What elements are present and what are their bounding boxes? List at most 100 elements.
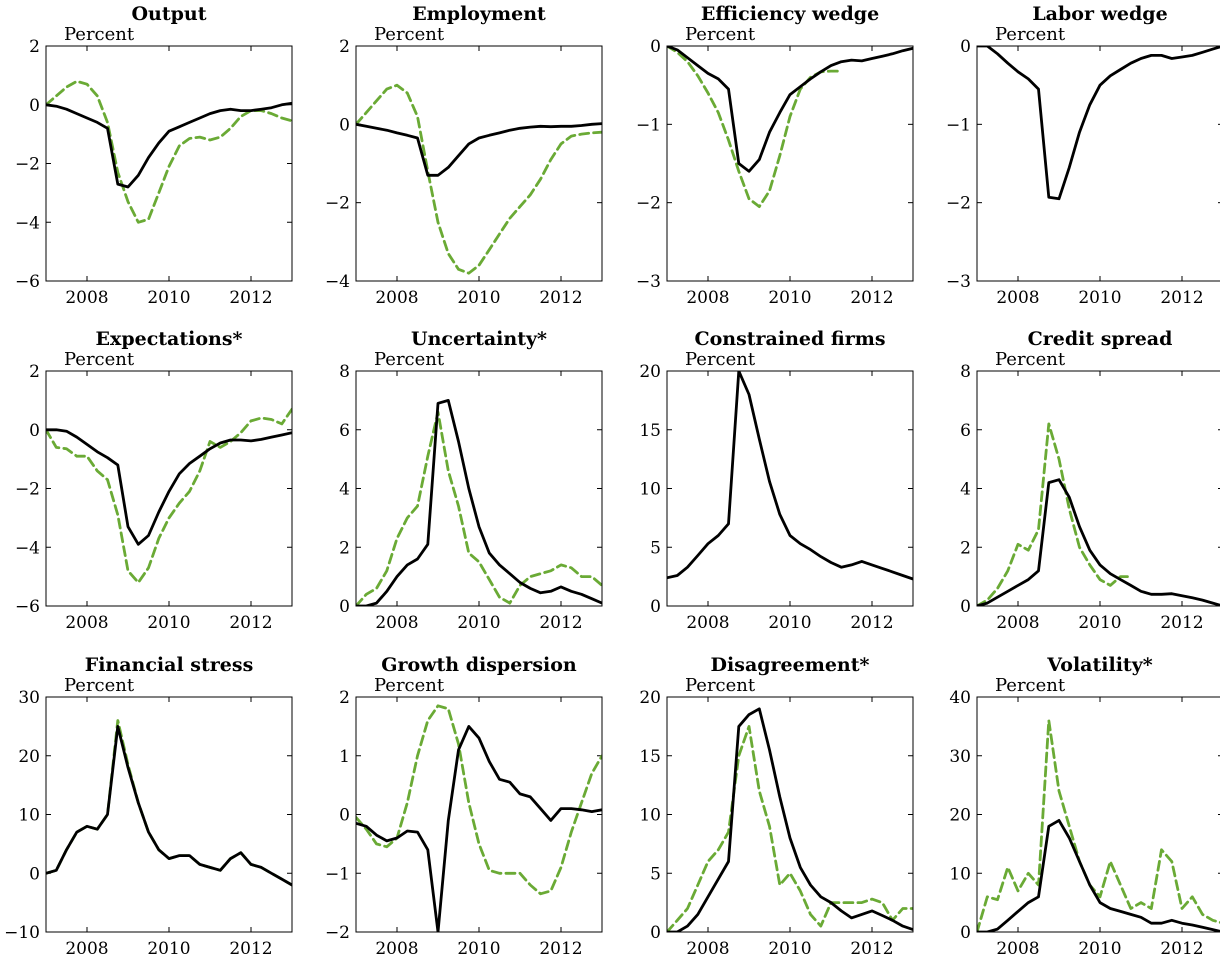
panel-title: Volatility* (1046, 654, 1152, 676)
y-unit-label: Percent (685, 349, 756, 370)
y-tick-label: −1 (946, 115, 971, 135)
x-tick-label: 2010 (457, 613, 500, 633)
series-line-solid (46, 101, 292, 189)
panel-title: Uncertainty* (411, 328, 547, 350)
y-unit-label: Percent (374, 675, 445, 696)
series-line-dashed (356, 704, 602, 896)
y-tick-label: 0 (960, 597, 971, 617)
panel-title: Efficiency wedge (701, 3, 879, 25)
plot-frame (45, 696, 293, 933)
series-line-solid (977, 46, 1220, 201)
y-tick-label: 6 (960, 421, 971, 441)
y-tick-label: 4 (960, 480, 971, 500)
y-tick-label: 0 (29, 421, 40, 441)
y-tick-label: 30 (949, 747, 971, 767)
plot-frame (45, 370, 293, 607)
y-tick-label: 15 (639, 747, 661, 767)
y-tick-label: 2 (339, 37, 350, 57)
series-line-solid (977, 478, 1220, 606)
series-line-solid (667, 371, 913, 581)
y-tick-label: 2 (29, 37, 40, 57)
series-line-dashed (667, 46, 843, 209)
series-line-dashed (46, 79, 292, 224)
x-tick-label: 2010 (147, 613, 190, 633)
y-tick-label: −1 (325, 864, 350, 884)
x-tick-label: 2012 (850, 613, 893, 633)
plot-frame (355, 370, 603, 607)
y-tick-label: −2 (946, 194, 971, 214)
x-tick-label: 2010 (147, 288, 190, 308)
y-tick-label: 0 (339, 597, 350, 617)
y-tick-label: 0 (29, 864, 40, 884)
plot-frame (976, 370, 1220, 607)
x-tick-label: 2012 (1160, 613, 1203, 633)
y-unit-label: Percent (995, 349, 1066, 370)
x-tick-label: 2008 (375, 288, 418, 308)
x-tick-label: 2008 (996, 613, 1039, 633)
x-tick-label: 2010 (768, 288, 811, 308)
y-tick-label: 10 (949, 864, 971, 884)
plot-frame (45, 45, 293, 282)
x-tick-label: 2012 (1160, 288, 1203, 308)
y-tick-label: 1 (339, 747, 350, 767)
y-unit-label: Percent (64, 24, 135, 45)
panel-5: Uncertainty*Percent 0 2 4 6 8 2008 2010 2012 (339, 328, 603, 633)
y-tick-label: 0 (339, 115, 350, 135)
x-tick-label: 2010 (1078, 939, 1121, 959)
y-tick-label: 30 (18, 688, 40, 708)
panel-10: Disagreement*Percent 0 5 10 15 20 2008 2010 2012 (639, 654, 914, 959)
y-tick-label: −2 (15, 155, 40, 175)
plot-frame (666, 45, 914, 282)
x-tick-label: 2010 (768, 939, 811, 959)
x-tick-label: 2008 (686, 288, 729, 308)
y-tick-label: 40 (949, 688, 971, 708)
x-tick-label: 2010 (768, 613, 811, 633)
y-tick-label: 0 (650, 37, 661, 57)
y-unit-label: Percent (685, 675, 756, 696)
x-tick-label: 2012 (539, 613, 582, 633)
x-tick-label: 2012 (229, 288, 272, 308)
x-tick-label: 2010 (1078, 288, 1121, 308)
x-tick-label: 2012 (229, 613, 272, 633)
y-tick-label: 6 (339, 421, 350, 441)
series-line-dashed (356, 83, 602, 275)
panel-title: Disagreement* (711, 654, 870, 676)
x-tick-label: 2012 (539, 288, 582, 308)
y-tick-label: −3 (636, 272, 661, 292)
x-tick-label: 2008 (686, 939, 729, 959)
y-tick-label: 10 (639, 480, 661, 500)
series-line-solid (46, 725, 292, 887)
y-tick-label: 15 (639, 421, 661, 441)
plot-frame (976, 45, 1220, 282)
x-tick-label: 2012 (850, 288, 893, 308)
series-line-dashed (667, 725, 913, 932)
x-tick-label: 2010 (457, 288, 500, 308)
series-line-solid (356, 725, 602, 932)
x-tick-label: 2008 (375, 939, 418, 959)
y-tick-label: −3 (946, 272, 971, 292)
y-unit-label: Percent (64, 349, 135, 370)
y-tick-label: 20 (18, 747, 40, 767)
y-unit-label: Percent (64, 675, 135, 696)
y-tick-label: −10 (4, 923, 40, 943)
y-unit-label: Percent (374, 349, 445, 370)
y-tick-label: 0 (29, 96, 40, 116)
y-tick-label: 0 (650, 597, 661, 617)
panel-4: Expectations*Percent −6 −4 −2 0 2 2008 2010 2012 (15, 328, 293, 633)
series-line-dashed (46, 719, 292, 887)
series-line-solid (667, 46, 913, 173)
y-tick-label: −2 (325, 194, 350, 214)
plot-frame (976, 696, 1220, 933)
y-tick-label: 4 (339, 480, 350, 500)
x-tick-label: 2008 (996, 939, 1039, 959)
y-tick-label: 2 (960, 538, 971, 558)
plot-frame (666, 370, 914, 607)
y-tick-label: −4 (15, 213, 40, 233)
x-tick-label: 2008 (996, 288, 1039, 308)
y-tick-label: 10 (18, 806, 40, 826)
